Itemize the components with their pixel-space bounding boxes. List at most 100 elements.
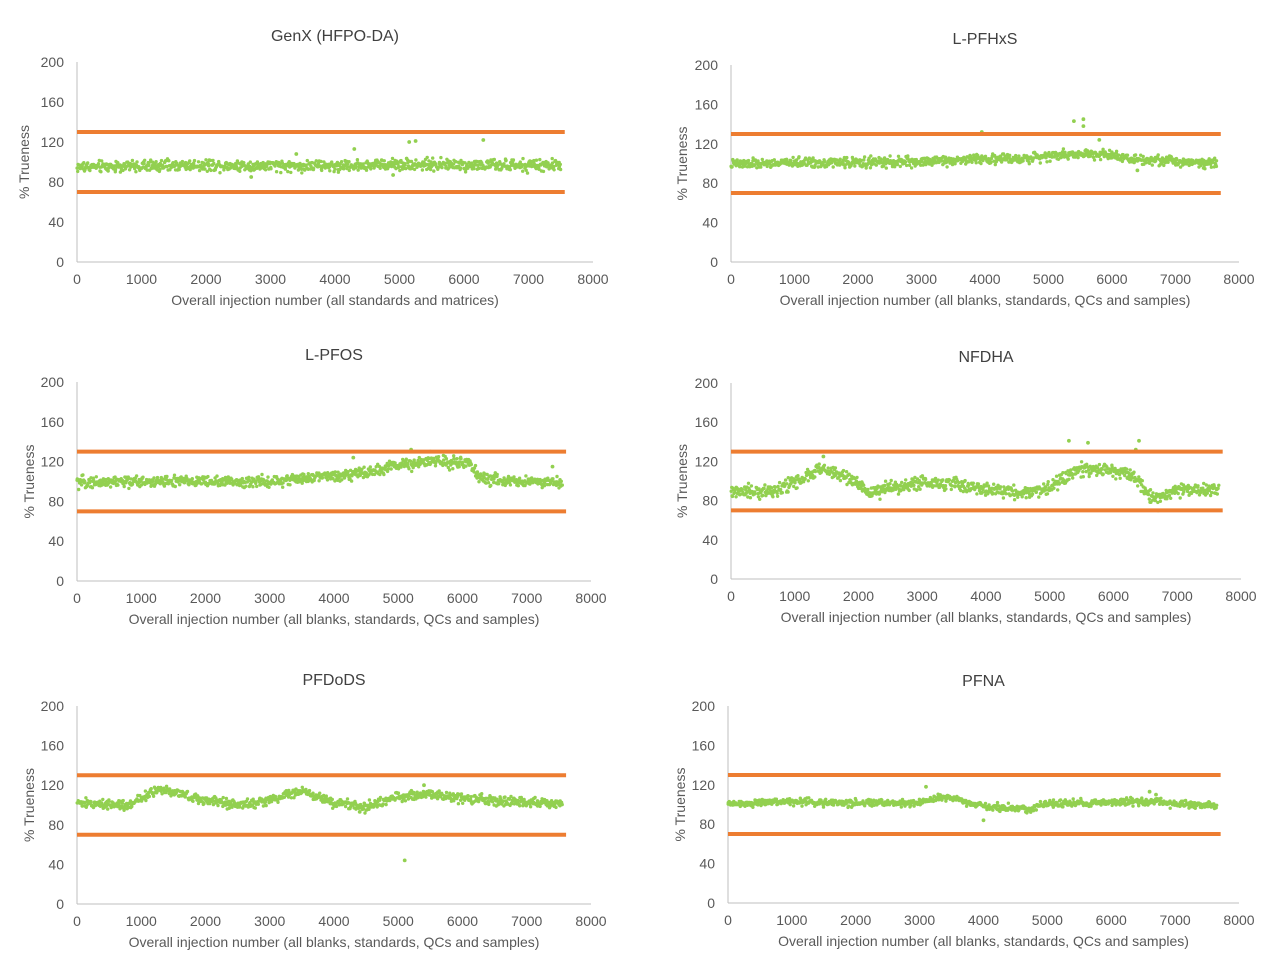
data-point bbox=[381, 802, 385, 806]
y-tick-label: 0 bbox=[56, 573, 64, 589]
data-point bbox=[100, 159, 104, 163]
data-point bbox=[789, 159, 793, 163]
data-point bbox=[751, 805, 755, 809]
x-tick-label: 2000 bbox=[843, 588, 874, 604]
data-point bbox=[384, 802, 388, 807]
data-point bbox=[991, 491, 995, 495]
data-point bbox=[1125, 467, 1129, 471]
data-point bbox=[107, 799, 111, 803]
data-point bbox=[866, 487, 870, 492]
data-point bbox=[221, 795, 225, 800]
data-point bbox=[378, 798, 382, 802]
data-point bbox=[947, 478, 952, 482]
data-point bbox=[775, 494, 780, 498]
x-tick-label: 7000 bbox=[513, 271, 544, 287]
data-point bbox=[543, 481, 547, 485]
data-point bbox=[378, 795, 383, 800]
data-point bbox=[1107, 148, 1112, 152]
data-point bbox=[528, 805, 533, 809]
x-tick-label: 5000 bbox=[1034, 588, 1065, 604]
data-point bbox=[1021, 159, 1025, 163]
data-point bbox=[833, 466, 838, 470]
x-tick-label: 2000 bbox=[840, 912, 871, 928]
data-point bbox=[211, 802, 216, 807]
data-point bbox=[1075, 153, 1079, 157]
data-point bbox=[896, 154, 901, 158]
data-point bbox=[412, 790, 416, 795]
data-point bbox=[101, 797, 105, 802]
data-point bbox=[268, 794, 273, 799]
data-point bbox=[899, 805, 903, 809]
data-point bbox=[1017, 154, 1021, 158]
data-point bbox=[382, 159, 386, 163]
data-point bbox=[397, 165, 402, 169]
data-point bbox=[106, 169, 110, 173]
data-point bbox=[1010, 489, 1015, 493]
data-point bbox=[730, 165, 734, 169]
data-point bbox=[772, 158, 776, 162]
data-point bbox=[403, 163, 407, 167]
data-point bbox=[1121, 153, 1125, 157]
data-point bbox=[738, 165, 742, 169]
data-point bbox=[1196, 484, 1200, 488]
data-point bbox=[311, 791, 315, 795]
data-point bbox=[413, 139, 418, 143]
data-point bbox=[1038, 161, 1043, 165]
chart-title: PFNA bbox=[962, 673, 1005, 690]
x-tick-label: 3000 bbox=[907, 588, 938, 604]
data-point bbox=[283, 167, 288, 171]
data-point bbox=[896, 492, 901, 496]
data-point bbox=[264, 803, 268, 808]
data-point bbox=[539, 479, 543, 483]
data-point bbox=[216, 803, 220, 808]
data-point bbox=[257, 476, 261, 481]
data-point bbox=[923, 477, 928, 482]
data-point bbox=[775, 491, 779, 495]
data-point bbox=[1004, 492, 1008, 496]
data-point bbox=[1153, 498, 1158, 503]
data-point bbox=[113, 475, 117, 479]
data-point bbox=[1205, 491, 1210, 495]
data-point bbox=[349, 479, 354, 483]
data-point bbox=[420, 168, 425, 172]
data-point bbox=[83, 800, 87, 805]
data-point bbox=[509, 794, 513, 799]
data-point bbox=[147, 478, 151, 482]
data-point bbox=[1135, 168, 1140, 173]
data-point bbox=[409, 459, 413, 463]
data-point bbox=[362, 465, 366, 469]
data-point bbox=[978, 158, 983, 162]
y-tick-label: 0 bbox=[56, 896, 64, 912]
data-point bbox=[552, 164, 556, 169]
data-point bbox=[1116, 153, 1121, 157]
data-point bbox=[327, 165, 332, 169]
data-point bbox=[967, 483, 971, 487]
data-point bbox=[459, 457, 463, 461]
data-point bbox=[915, 488, 919, 492]
x-tick-label: 0 bbox=[73, 590, 81, 606]
data-point bbox=[797, 801, 802, 805]
data-point bbox=[340, 478, 344, 482]
data-point bbox=[959, 484, 963, 489]
data-point bbox=[207, 482, 211, 486]
data-point bbox=[521, 156, 525, 161]
data-point bbox=[941, 478, 945, 482]
data-point bbox=[162, 484, 167, 488]
data-point bbox=[1072, 119, 1076, 123]
data-point bbox=[1061, 147, 1066, 151]
data-point bbox=[1076, 155, 1080, 160]
data-point bbox=[1081, 124, 1086, 128]
data-point bbox=[949, 487, 953, 492]
data-point bbox=[171, 161, 175, 165]
data-point bbox=[454, 460, 459, 465]
data-point bbox=[534, 158, 539, 162]
data-point bbox=[518, 160, 522, 164]
data-point bbox=[172, 473, 177, 477]
data-point bbox=[906, 154, 910, 158]
data-point bbox=[88, 479, 92, 483]
data-point bbox=[821, 805, 826, 809]
data-point bbox=[357, 810, 362, 814]
data-point bbox=[206, 474, 210, 479]
data-point bbox=[945, 165, 949, 169]
data-point bbox=[188, 167, 192, 172]
